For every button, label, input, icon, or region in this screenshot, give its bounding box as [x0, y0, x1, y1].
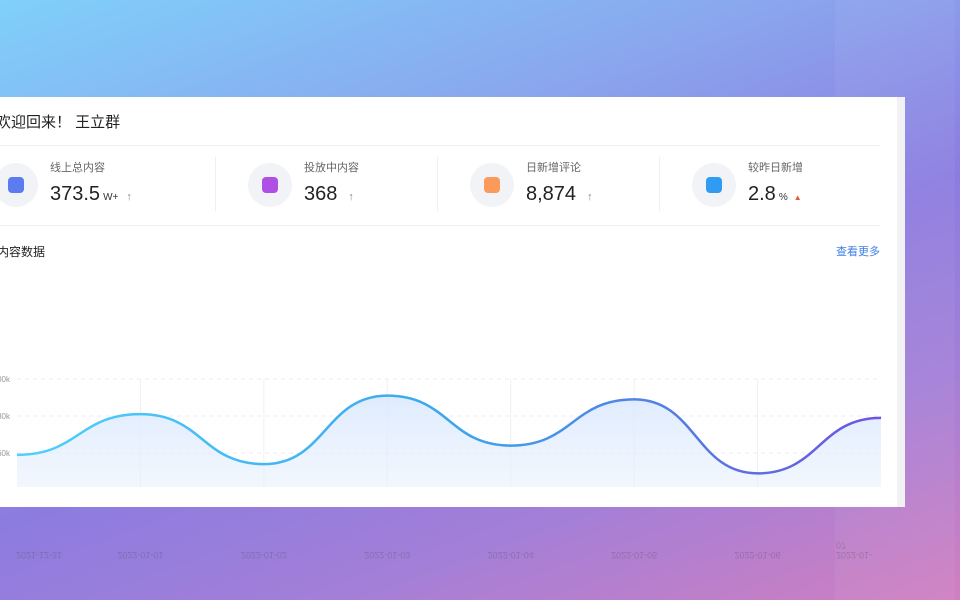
reflection-label: 2022-01-02: [240, 550, 287, 560]
y-tick-label: 100k: [0, 375, 11, 384]
stat-value: 2.8% ▲: [748, 183, 802, 206]
dashboard-card: 欢迎回来！ 王立群 线上总内容 373.5 W+ ↑ 投放中内容 368 ↑ 日新增评…: [0, 97, 905, 507]
stat-label: 线上总内容: [50, 162, 105, 174]
reflection-label: 2022-01-03: [364, 550, 411, 560]
y-tick-label: 40k: [0, 486, 11, 487]
trend-up-icon: ▲: [793, 193, 802, 202]
reflection: 2021-12-31 2022-01-01 2022-01-02 2022-01-03…: [0, 520, 905, 560]
divider: [0, 225, 880, 226]
trend-up-icon: ↑: [587, 191, 593, 203]
stat-value: 368 ↑: [304, 183, 354, 206]
reflection-label: 2021-12-31: [15, 550, 63, 560]
content-chart: 020k40k60k80k100k2021-12-312022-01-01202…: [0, 375, 882, 487]
document-icon: [0, 163, 38, 207]
y-tick-label: 60k: [0, 449, 11, 458]
comment-icon: [470, 163, 514, 207]
reflection-label: 2022-01-06: [734, 550, 781, 560]
section-title: 内容数据: [0, 245, 46, 259]
trend-chart-icon: [692, 163, 736, 207]
reflection-label: 2022-01-07: [836, 540, 873, 560]
welcome-title: 欢迎回来！ 王立群: [0, 114, 121, 131]
stat-unit: %: [778, 192, 788, 203]
divider: [215, 157, 216, 211]
stat-label: 较昨日新增: [748, 162, 803, 174]
stat-label: 投放中内容: [304, 162, 359, 174]
reflection-label: 2022-01-01: [117, 550, 164, 560]
trend-up-icon: ↑: [126, 191, 132, 203]
chart-area: [17, 395, 881, 487]
reflection-label: 2022-01-05: [611, 550, 658, 560]
divider: [659, 157, 660, 211]
stat-value: 373.5 W+ ↑: [50, 183, 132, 206]
stat-label: 日新增评论: [526, 162, 581, 174]
stat-unit: W+: [103, 192, 119, 203]
stat-number: 373.5: [50, 183, 101, 205]
list-icon: [248, 163, 292, 207]
stat-number: 8,874: [526, 183, 577, 205]
chart-line: [16, 394, 882, 475]
view-more-link[interactable]: 查看更多: [836, 246, 880, 258]
trend-up-icon: ↑: [348, 191, 354, 203]
stat-number: 368: [304, 183, 338, 205]
y-tick-label: 80k: [0, 412, 11, 421]
reflection-label: 2022-01-04: [487, 550, 534, 560]
stat-value: 8,874 ↑: [526, 183, 593, 206]
stat-number: 2.8: [748, 183, 776, 205]
divider: [437, 157, 438, 211]
divider: [0, 145, 880, 146]
